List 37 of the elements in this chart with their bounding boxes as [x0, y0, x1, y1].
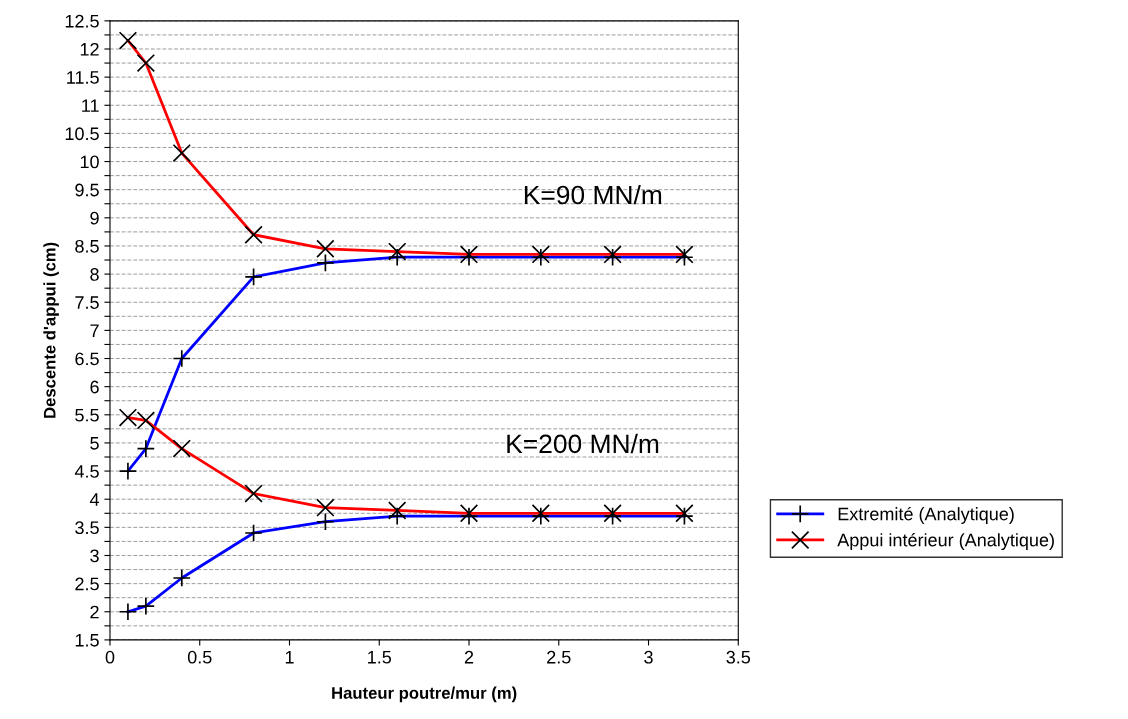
y-tick-label: 1.5	[75, 634, 99, 647]
x-tick-label: 0	[105, 650, 115, 664]
annotation: K=200 MN/m	[507, 433, 659, 454]
legend-label: Extremité (Analytique)	[838, 506, 1014, 524]
y-tick-label: 5	[90, 437, 99, 450]
y-tick-label: 4.5	[74, 465, 99, 478]
x-tick-label: 0.5	[187, 650, 212, 664]
x-tick-label: 3.5	[726, 650, 751, 664]
y-tick-label: 12.5	[65, 14, 99, 28]
x-tick-label: 1.5	[368, 650, 392, 664]
y-tick-label: 8.5	[75, 239, 99, 253]
y-tick-label: 6.5	[75, 352, 99, 366]
y-tick-label: 8	[90, 268, 99, 281]
annotation: K=90 MN/m	[524, 184, 662, 205]
y-tick-label: 3.5	[75, 521, 99, 535]
y-tick-label: 7	[90, 324, 99, 337]
y-tick-label: 6	[90, 380, 99, 394]
y-tick-label: 12	[80, 42, 99, 56]
y-tick-label: 10	[80, 155, 99, 169]
y-tick-label: 11	[82, 99, 99, 112]
x-tick-label: 2.5	[547, 650, 571, 664]
y-axis-title: Descente d'appui (cm)	[43, 242, 59, 418]
y-tick-label: 4	[89, 493, 100, 506]
y-tick-label: 7.5	[75, 296, 99, 309]
x-tick-label: 2	[464, 650, 474, 664]
y-tick-label: 2.5	[75, 577, 99, 591]
y-tick-label: 3	[90, 549, 99, 563]
x-tick-label: 3	[644, 650, 653, 664]
y-tick-label: 2	[90, 605, 99, 619]
y-tick-label: 11.5	[67, 71, 99, 84]
y-tick-label: 10.5	[65, 127, 99, 141]
x-tick-label: 1	[285, 650, 294, 664]
x-axis-title: Hauteur poutre/mur (m)	[332, 686, 517, 703]
y-tick-label: 9	[90, 211, 99, 225]
y-tick-label: 5.5	[75, 408, 99, 422]
legend-label: Appui intérieur (Analytique)	[837, 532, 1054, 551]
y-tick-label: 9.5	[75, 183, 99, 197]
